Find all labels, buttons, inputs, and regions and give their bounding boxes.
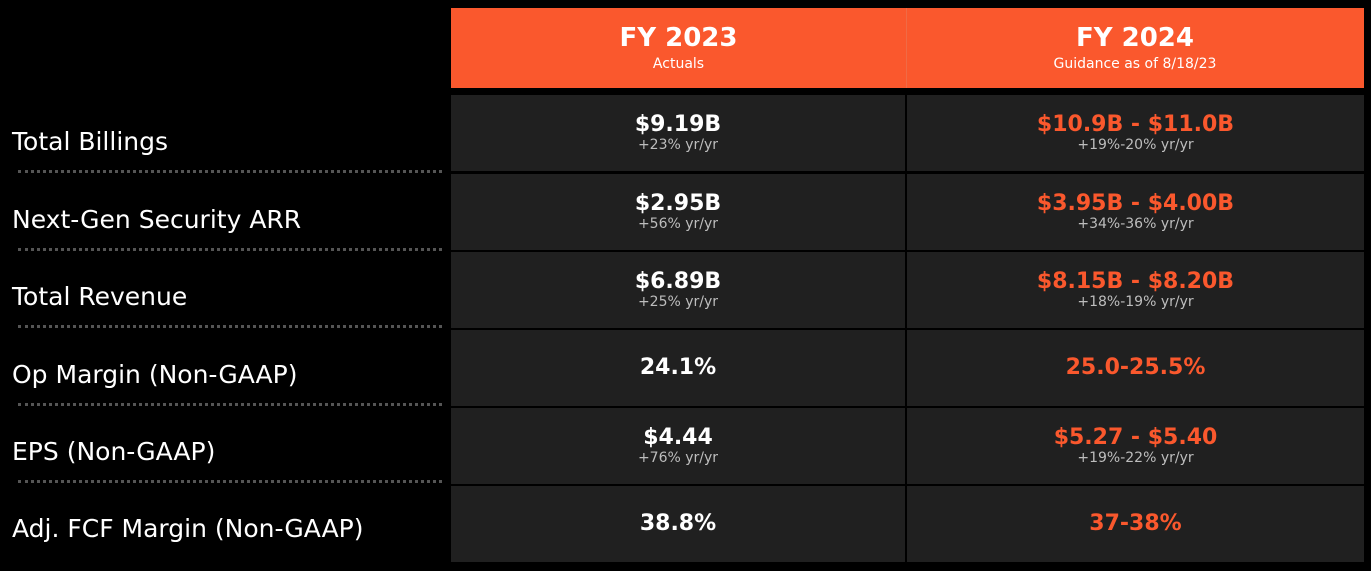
cell-fy2023-total-revenue: $6.89B +25% yr/yr	[451, 252, 905, 328]
header-fy2024: FY 2024 Guidance as of 8/18/23	[906, 8, 1364, 88]
row-label-total-revenue: Total Revenue	[12, 282, 188, 311]
fy2023-growth: +23% yr/yr	[637, 137, 719, 153]
cell-fy2023-adj-fcf-margin: 38.8%	[451, 486, 905, 562]
row-label-next-gen-security-arr: Next-Gen Security ARR	[12, 205, 302, 234]
fy2024-growth: +19%-20% yr/yr	[1077, 137, 1194, 153]
header-fy2024-subtitle: Guidance as of 8/18/23	[1053, 56, 1217, 72]
fy2023-value: $2.95B	[634, 191, 722, 216]
fy2023-value: $6.89B	[634, 269, 722, 294]
row-divider	[18, 480, 442, 483]
header-fy2023: FY 2023 Actuals	[451, 8, 906, 88]
fy2023-growth: +76% yr/yr	[637, 450, 719, 466]
header-fy2024-title: FY 2024	[1075, 23, 1194, 53]
fy2024-value: $10.9B - $11.0B	[1036, 112, 1235, 137]
cell-fy2024-total-revenue: $8.15B - $8.20B +18%-19% yr/yr	[907, 252, 1364, 328]
cell-fy2024-total-billings: $10.9B - $11.0B +19%-20% yr/yr	[907, 95, 1364, 171]
fy2024-growth: +34%-36% yr/yr	[1077, 216, 1194, 232]
fy2023-value: 24.1%	[639, 355, 717, 380]
row-divider	[18, 325, 442, 328]
cell-fy2023-op-margin: 24.1%	[451, 330, 905, 406]
fy2023-value: 38.8%	[639, 511, 717, 536]
row-divider	[18, 248, 442, 251]
cell-fy2024-next-gen-security-arr: $3.95B - $4.00B +34%-36% yr/yr	[907, 174, 1364, 250]
cell-fy2024-eps: $5.27 - $5.40 +19%-22% yr/yr	[907, 408, 1364, 484]
row-label-total-billings: Total Billings	[12, 127, 169, 156]
fy2024-growth: +18%-19% yr/yr	[1077, 294, 1194, 310]
fy2023-growth: +25% yr/yr	[637, 294, 719, 310]
header-divider	[906, 8, 907, 88]
row-divider	[18, 403, 442, 406]
header-fy2023-subtitle: Actuals	[652, 56, 705, 72]
fy2024-value: 25.0-25.5%	[1065, 355, 1206, 380]
fy2023-growth: +56% yr/yr	[637, 216, 719, 232]
cell-fy2023-next-gen-security-arr: $2.95B +56% yr/yr	[451, 174, 905, 250]
row-label-eps: EPS (Non-GAAP)	[12, 437, 216, 466]
fy2023-value: $4.44	[643, 425, 713, 450]
cell-fy2023-total-billings: $9.19B +23% yr/yr	[451, 95, 905, 171]
fy2023-value: $9.19B	[634, 112, 722, 137]
row-label-adj-fcf-margin: Adj. FCF Margin (Non-GAAP)	[12, 514, 364, 543]
cell-fy2024-adj-fcf-margin: 37-38%	[907, 486, 1364, 562]
cell-fy2023-eps: $4.44 +76% yr/yr	[451, 408, 905, 484]
fy2024-value: $5.27 - $5.40	[1053, 425, 1218, 450]
fy2024-value: $3.95B - $4.00B	[1036, 191, 1235, 216]
fy2024-value: 37-38%	[1089, 511, 1182, 536]
row-divider	[18, 170, 442, 173]
fy2024-growth: +19%-22% yr/yr	[1077, 450, 1194, 466]
row-label-op-margin: Op Margin (Non-GAAP)	[12, 360, 298, 389]
cell-fy2024-op-margin: 25.0-25.5%	[907, 330, 1364, 406]
fy2024-value: $8.15B - $8.20B	[1036, 269, 1235, 294]
header-fy2023-title: FY 2023	[619, 23, 738, 53]
table-header: FY 2023 Actuals FY 2024 Guidance as of 8…	[451, 8, 1364, 88]
